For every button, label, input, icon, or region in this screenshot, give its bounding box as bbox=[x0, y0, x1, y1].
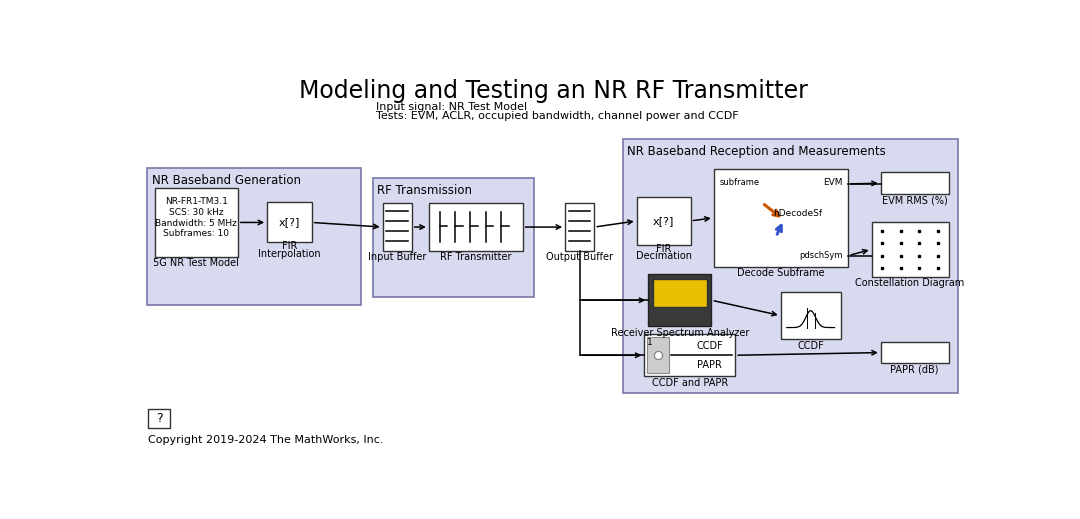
Bar bbox=[154, 188, 238, 257]
Text: Receiver Spectrum Analyzer: Receiver Spectrum Analyzer bbox=[610, 327, 748, 337]
Bar bbox=[565, 203, 594, 251]
Text: 5G NR Test Model: 5G NR Test Model bbox=[153, 258, 239, 268]
Text: x[?]: x[?] bbox=[279, 217, 300, 227]
Text: NR Baseband Generation: NR Baseband Generation bbox=[151, 174, 300, 187]
Text: RF Transmitter: RF Transmitter bbox=[440, 252, 512, 262]
Text: ?: ? bbox=[156, 412, 163, 425]
Text: Modeling and Testing an NR RF Transmitter: Modeling and Testing an NR RF Transmitte… bbox=[299, 79, 808, 103]
Text: EVM: EVM bbox=[823, 178, 842, 187]
Text: EVM RMS (%): EVM RMS (%) bbox=[881, 195, 947, 205]
Bar bbox=[647, 337, 669, 373]
Text: Output Buffer: Output Buffer bbox=[546, 252, 613, 262]
Bar bbox=[636, 197, 690, 245]
Bar bbox=[872, 222, 948, 277]
Text: NR Baseband Reception and Measurements: NR Baseband Reception and Measurements bbox=[627, 145, 887, 158]
Text: NR-FR1-TM3.1: NR-FR1-TM3.1 bbox=[165, 197, 228, 206]
Bar bbox=[623, 139, 958, 393]
Bar bbox=[382, 203, 411, 251]
Text: CCDF: CCDF bbox=[797, 340, 824, 351]
Bar bbox=[267, 202, 312, 242]
Bar bbox=[645, 334, 735, 376]
Text: Input Buffer: Input Buffer bbox=[368, 252, 427, 262]
Text: Decimation: Decimation bbox=[636, 251, 691, 262]
Text: Tests: EVM, ACLR, occupied bandwidth, channel power and CCDF: Tests: EVM, ACLR, occupied bandwidth, ch… bbox=[377, 111, 739, 121]
Bar bbox=[881, 172, 948, 194]
Text: Subframes: 10: Subframes: 10 bbox=[163, 229, 229, 239]
Text: CCDF and PAPR: CCDF and PAPR bbox=[651, 378, 728, 388]
Text: Bandwidth: 5 MHz: Bandwidth: 5 MHz bbox=[156, 218, 238, 228]
Bar bbox=[781, 292, 840, 339]
Text: PAPR: PAPR bbox=[698, 360, 723, 370]
Bar bbox=[429, 203, 523, 251]
Text: RF Transmission: RF Transmission bbox=[377, 184, 472, 197]
Text: CCDF: CCDF bbox=[697, 341, 724, 351]
Text: FIR: FIR bbox=[656, 243, 672, 254]
Text: Decode Subframe: Decode Subframe bbox=[738, 268, 825, 278]
Bar bbox=[148, 409, 170, 428]
Text: FIR: FIR bbox=[282, 241, 297, 251]
Text: x[?]: x[?] bbox=[653, 216, 674, 226]
Bar bbox=[373, 178, 535, 297]
Text: hDecodeSf: hDecodeSf bbox=[773, 209, 822, 218]
Text: Constellation Diagram: Constellation Diagram bbox=[855, 278, 964, 288]
Text: subframe: subframe bbox=[719, 178, 760, 187]
Text: Copyright 2019-2024 The MathWorks, Inc.: Copyright 2019-2024 The MathWorks, Inc. bbox=[148, 434, 384, 445]
Bar bbox=[881, 342, 948, 363]
Text: Interpolation: Interpolation bbox=[258, 249, 321, 259]
Text: PAPR (dB): PAPR (dB) bbox=[890, 364, 939, 375]
Bar bbox=[147, 168, 361, 305]
Bar bbox=[648, 274, 712, 326]
Bar bbox=[652, 279, 706, 307]
Bar bbox=[714, 169, 849, 267]
Text: 1: 1 bbox=[647, 338, 653, 347]
Text: SCS: 30 kHz: SCS: 30 kHz bbox=[168, 208, 224, 217]
Text: Input signal: NR Test Model: Input signal: NR Test Model bbox=[377, 102, 527, 112]
Text: pdschSym: pdschSym bbox=[799, 251, 842, 260]
